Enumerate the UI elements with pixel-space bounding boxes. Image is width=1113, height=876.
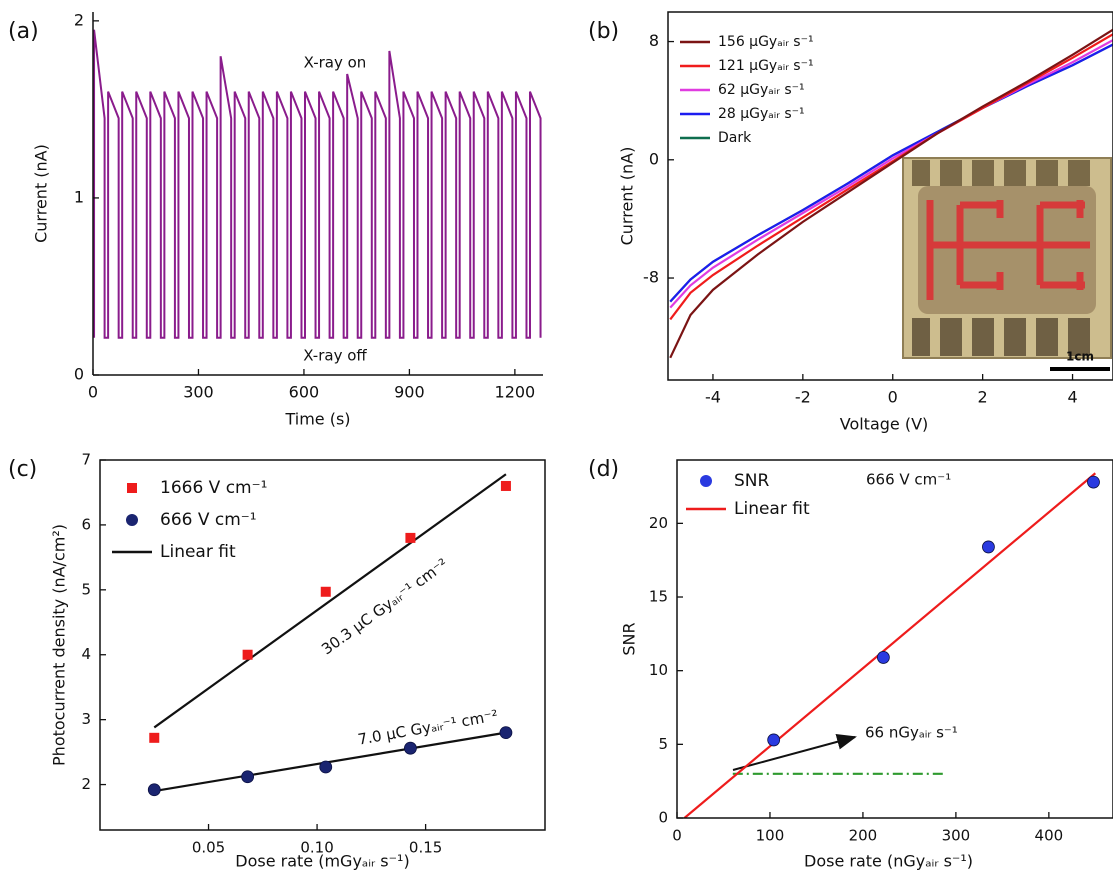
y-tick-label: 6: [81, 515, 91, 533]
annotation-arrow: [732, 733, 857, 771]
x-tick-label: 300: [183, 383, 214, 402]
x-tick-label: 2: [978, 388, 988, 407]
x-tick-label: 0.05: [192, 839, 225, 857]
x-tick-label: 0: [888, 388, 898, 407]
legend-swatch: [126, 514, 138, 526]
x-tick-label: 0.10: [300, 839, 333, 857]
y-tick-label: 0: [74, 365, 84, 384]
x-axis-label: Voltage (V): [840, 415, 929, 434]
annotation: X-ray off: [303, 347, 367, 365]
legend-label: SNR: [734, 471, 770, 491]
y-tick-label: 2: [74, 10, 84, 29]
series-line: [683, 472, 1097, 818]
legend-label: 666 V cm⁻¹: [160, 510, 257, 530]
x-axis-label: Dose rate (nGyₐᵢᵣ s⁻¹): [804, 852, 973, 871]
x-tick-label: -4: [705, 388, 721, 407]
annotation: 7.0 μC Gyₐᵢᵣ⁻¹ cm⁻²: [357, 706, 500, 748]
y-tick-label: 8: [649, 31, 659, 50]
data-point: [500, 480, 511, 491]
panel-label: (b): [588, 19, 619, 44]
panel: (d) 0 100 200 300 400 0 5 10 15 20 Dose rate (nGyₐᵢ…: [588, 457, 1113, 871]
x-tick-label: 600: [289, 383, 320, 402]
plot-frame: [99, 459, 546, 831]
y-tick-label: 5: [658, 735, 668, 753]
x-tick-label: 1200: [495, 383, 536, 402]
data-point: [1087, 475, 1100, 489]
data-point: [405, 532, 416, 543]
panel-label: (c): [8, 457, 37, 482]
annotation: 66 nGyₐᵢᵣ s⁻¹: [865, 724, 958, 742]
panel: (c) 0.05 0.10 0.15 2 3 4 5 6 7 Dose rate (mGyₐᵢᵣ s…: [8, 451, 546, 871]
y-tick-label: 20: [649, 514, 668, 532]
data-point: [876, 651, 890, 664]
data-point: [319, 760, 333, 774]
legend-label: Linear fit: [160, 542, 236, 562]
y-axis-label: SNR: [620, 622, 639, 655]
series-line: [669, 43, 1113, 303]
legend-swatch: [700, 475, 712, 487]
panel-label: (d): [588, 457, 619, 482]
legend-label: Linear fit: [734, 499, 810, 519]
scale-label: 1cm: [1066, 350, 1094, 364]
series-line: [669, 39, 1113, 309]
plot-frame: [676, 459, 1113, 819]
y-tick-label: 4: [81, 645, 91, 663]
y-tick-label: 7: [81, 451, 91, 469]
y-axis-label: Current (nA): [32, 144, 51, 243]
x-axis-label: Dose rate (mGyₐᵢᵣ s⁻¹): [235, 852, 409, 871]
y-axis-label: Current (nA): [618, 147, 637, 246]
plot-frame: [667, 11, 1113, 381]
series-line: [153, 473, 507, 729]
y-tick-label: 10: [649, 661, 668, 679]
legend-swatch: [127, 483, 137, 493]
panel: (b) -4 -2 0 2 4 -8 0 8 Voltage (V) Current (nA) 156…: [588, 11, 1113, 434]
data-point: [320, 586, 331, 597]
x-tick-label: 900: [394, 383, 425, 402]
data-point: [982, 540, 995, 554]
series-line: [669, 33, 1113, 321]
y-tick-label: 15: [649, 588, 668, 606]
legend-label: 156 μGyₐᵢᵣ s⁻¹: [718, 34, 814, 50]
data-point: [241, 770, 255, 784]
legend-label: Dark: [718, 130, 752, 146]
x-tick-label: 100: [756, 827, 785, 845]
data-point: [242, 649, 253, 660]
series-line: [669, 28, 1113, 359]
panel-label: (a): [8, 19, 39, 44]
x-tick-label: 0: [672, 827, 682, 845]
data-point: [149, 732, 160, 743]
data-point: [404, 741, 417, 755]
data-point: [767, 733, 781, 747]
x-tick-label: 200: [849, 827, 878, 845]
legend-label: 28 μGyₐᵢᵣ s⁻¹: [718, 106, 805, 122]
x-tick-label: -2: [795, 388, 811, 407]
annotation: X-ray on: [304, 54, 367, 72]
data-point: [499, 726, 513, 740]
y-tick-label: 1: [74, 187, 84, 206]
y-tick-label: 0: [658, 809, 668, 827]
series-line: [154, 731, 507, 793]
x-tick-label: 0: [88, 383, 98, 402]
annotation: 30.3 μC Gyₐᵢᵣ⁻¹ cm⁻²: [318, 555, 451, 659]
x-axis-label: Time (s): [284, 410, 350, 429]
series-line: [93, 29, 542, 339]
y-tick-label: 0: [649, 149, 659, 168]
legend-label: 62 μGyₐᵢᵣ s⁻¹: [718, 82, 805, 98]
x-tick-label: 400: [1035, 827, 1064, 845]
inset-photo: 1cm: [902, 157, 1112, 371]
y-axis-label: Photocurrent density (nA/cm²): [50, 524, 69, 766]
panel: (a) 0 300 600 900 1200 0 1 2 Time (s) Current (nA)…: [8, 10, 543, 429]
y-tick-label: 3: [81, 710, 91, 728]
legend-label: 121 μGyₐᵢᵣ s⁻¹: [718, 58, 814, 74]
data-point: [147, 783, 161, 797]
annotation: 666 V cm⁻¹: [866, 471, 951, 489]
y-tick-label: 2: [81, 775, 91, 793]
legend-label: 1666 V cm⁻¹: [160, 478, 267, 498]
x-tick-label: 300: [942, 827, 971, 845]
x-tick-label: 0.15: [409, 839, 442, 857]
y-tick-label: 5: [81, 580, 91, 598]
y-tick-label: -8: [643, 268, 659, 287]
x-tick-label: 4: [1067, 388, 1077, 407]
